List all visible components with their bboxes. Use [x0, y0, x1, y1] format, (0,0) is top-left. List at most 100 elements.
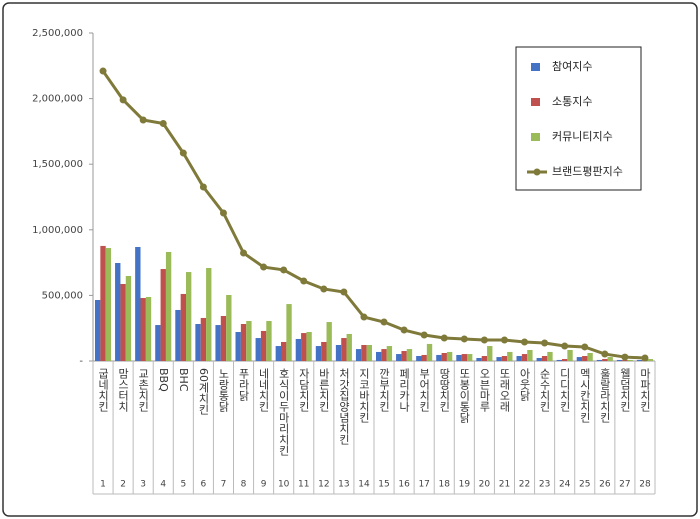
rank-label: 15 [378, 480, 389, 490]
line-point [581, 343, 589, 351]
bar [335, 344, 342, 361]
line-point [460, 335, 468, 343]
bar [541, 356, 548, 361]
line-point [320, 285, 328, 293]
x-tick-label: 또래오래 [498, 368, 511, 412]
line-point [521, 338, 529, 346]
bar [200, 317, 207, 361]
rank-label: 4 [160, 480, 166, 490]
bar [567, 349, 573, 361]
rank-label: 16 [398, 480, 410, 490]
bar [496, 357, 502, 361]
x-tick-label: 디디치킨 [558, 368, 571, 412]
bar [295, 338, 302, 361]
x-tick-label: 호식이두마리치킨 [277, 368, 290, 456]
line-point [260, 263, 268, 271]
bar [115, 262, 121, 361]
bar [582, 356, 588, 361]
line-point [601, 350, 609, 358]
bar [215, 325, 221, 361]
x-tick-label: 굽네치킨 [97, 368, 110, 412]
bar [607, 357, 613, 361]
line-point [99, 67, 107, 75]
line-point [300, 277, 308, 285]
bar [135, 246, 141, 361]
bar [507, 351, 513, 361]
legend-swatch [531, 133, 540, 141]
bar [140, 298, 146, 361]
rank-label: 24 [559, 480, 571, 490]
x-tick-label: BBQ [157, 368, 170, 392]
rank-label: 25 [579, 480, 590, 490]
x-tick-label: 오븐마루 [478, 368, 491, 413]
bar [160, 269, 166, 361]
x-tick-label: 처갓집양념치킨 [337, 368, 350, 445]
bar [120, 283, 126, 361]
bar [426, 343, 433, 361]
bar [185, 272, 192, 361]
rank-label: 10 [278, 480, 290, 490]
bar [441, 352, 447, 361]
x-tick-label: 순수치킨 [538, 368, 551, 412]
rank-label: 19 [459, 480, 471, 490]
bar [125, 275, 132, 361]
rank-label: 14 [358, 480, 370, 490]
y-tick-label: 2,000,000 [32, 94, 83, 105]
x-tick-label: 마파치킨 [638, 368, 651, 412]
bar [306, 332, 312, 361]
bar [396, 354, 402, 361]
x-tick-label: 노랑통닭 [217, 368, 230, 412]
bar [386, 346, 393, 361]
rank-label: 2 [120, 480, 126, 490]
rank-label: 8 [241, 480, 247, 490]
bar [461, 354, 467, 361]
legend-swatch-point [533, 168, 541, 176]
y-tick-label: 1,500,000 [32, 159, 83, 170]
bar [381, 349, 387, 361]
line-point [199, 183, 207, 191]
rank-label: 6 [201, 480, 207, 490]
legend-swatch [531, 63, 540, 71]
bar [235, 332, 241, 361]
bar [547, 351, 553, 361]
rank-label: 13 [338, 480, 349, 490]
legend-swatch [531, 98, 540, 106]
bar [602, 359, 608, 361]
legend-label: 브랜드평판지수 [552, 165, 623, 178]
bar [361, 344, 367, 361]
bar [416, 356, 422, 361]
bar [476, 357, 482, 361]
line-point [621, 353, 629, 361]
bar [421, 354, 427, 361]
bar [521, 354, 528, 361]
bar [275, 346, 282, 361]
rank-label: 27 [619, 480, 630, 490]
bar [436, 354, 442, 361]
x-tick-label: 지코바치킨 [357, 368, 370, 423]
x-tick-label: 멕시칸치킨 [578, 368, 591, 423]
bar [487, 346, 493, 361]
bar [376, 351, 382, 361]
bar [516, 356, 522, 361]
line-point [119, 96, 127, 104]
x-tick-label: 땅땅치킨 [438, 368, 451, 412]
bar [556, 359, 563, 361]
bar [627, 359, 633, 361]
bar [301, 333, 307, 361]
line-point [240, 249, 248, 257]
bar [100, 245, 106, 361]
rank-label: 20 [479, 480, 491, 490]
bar [206, 267, 212, 361]
x-tick-label: 푸라닭 [237, 368, 250, 401]
x-tick-label: 웰덤치킨 [618, 368, 631, 412]
bar [527, 349, 533, 361]
bar [326, 322, 332, 361]
line-point [280, 266, 288, 274]
bar [406, 349, 413, 361]
line-point [219, 209, 227, 217]
bar [481, 356, 488, 361]
bar [105, 248, 112, 361]
rank-label: 9 [261, 480, 267, 490]
bar [346, 333, 352, 361]
line-point [440, 334, 448, 342]
